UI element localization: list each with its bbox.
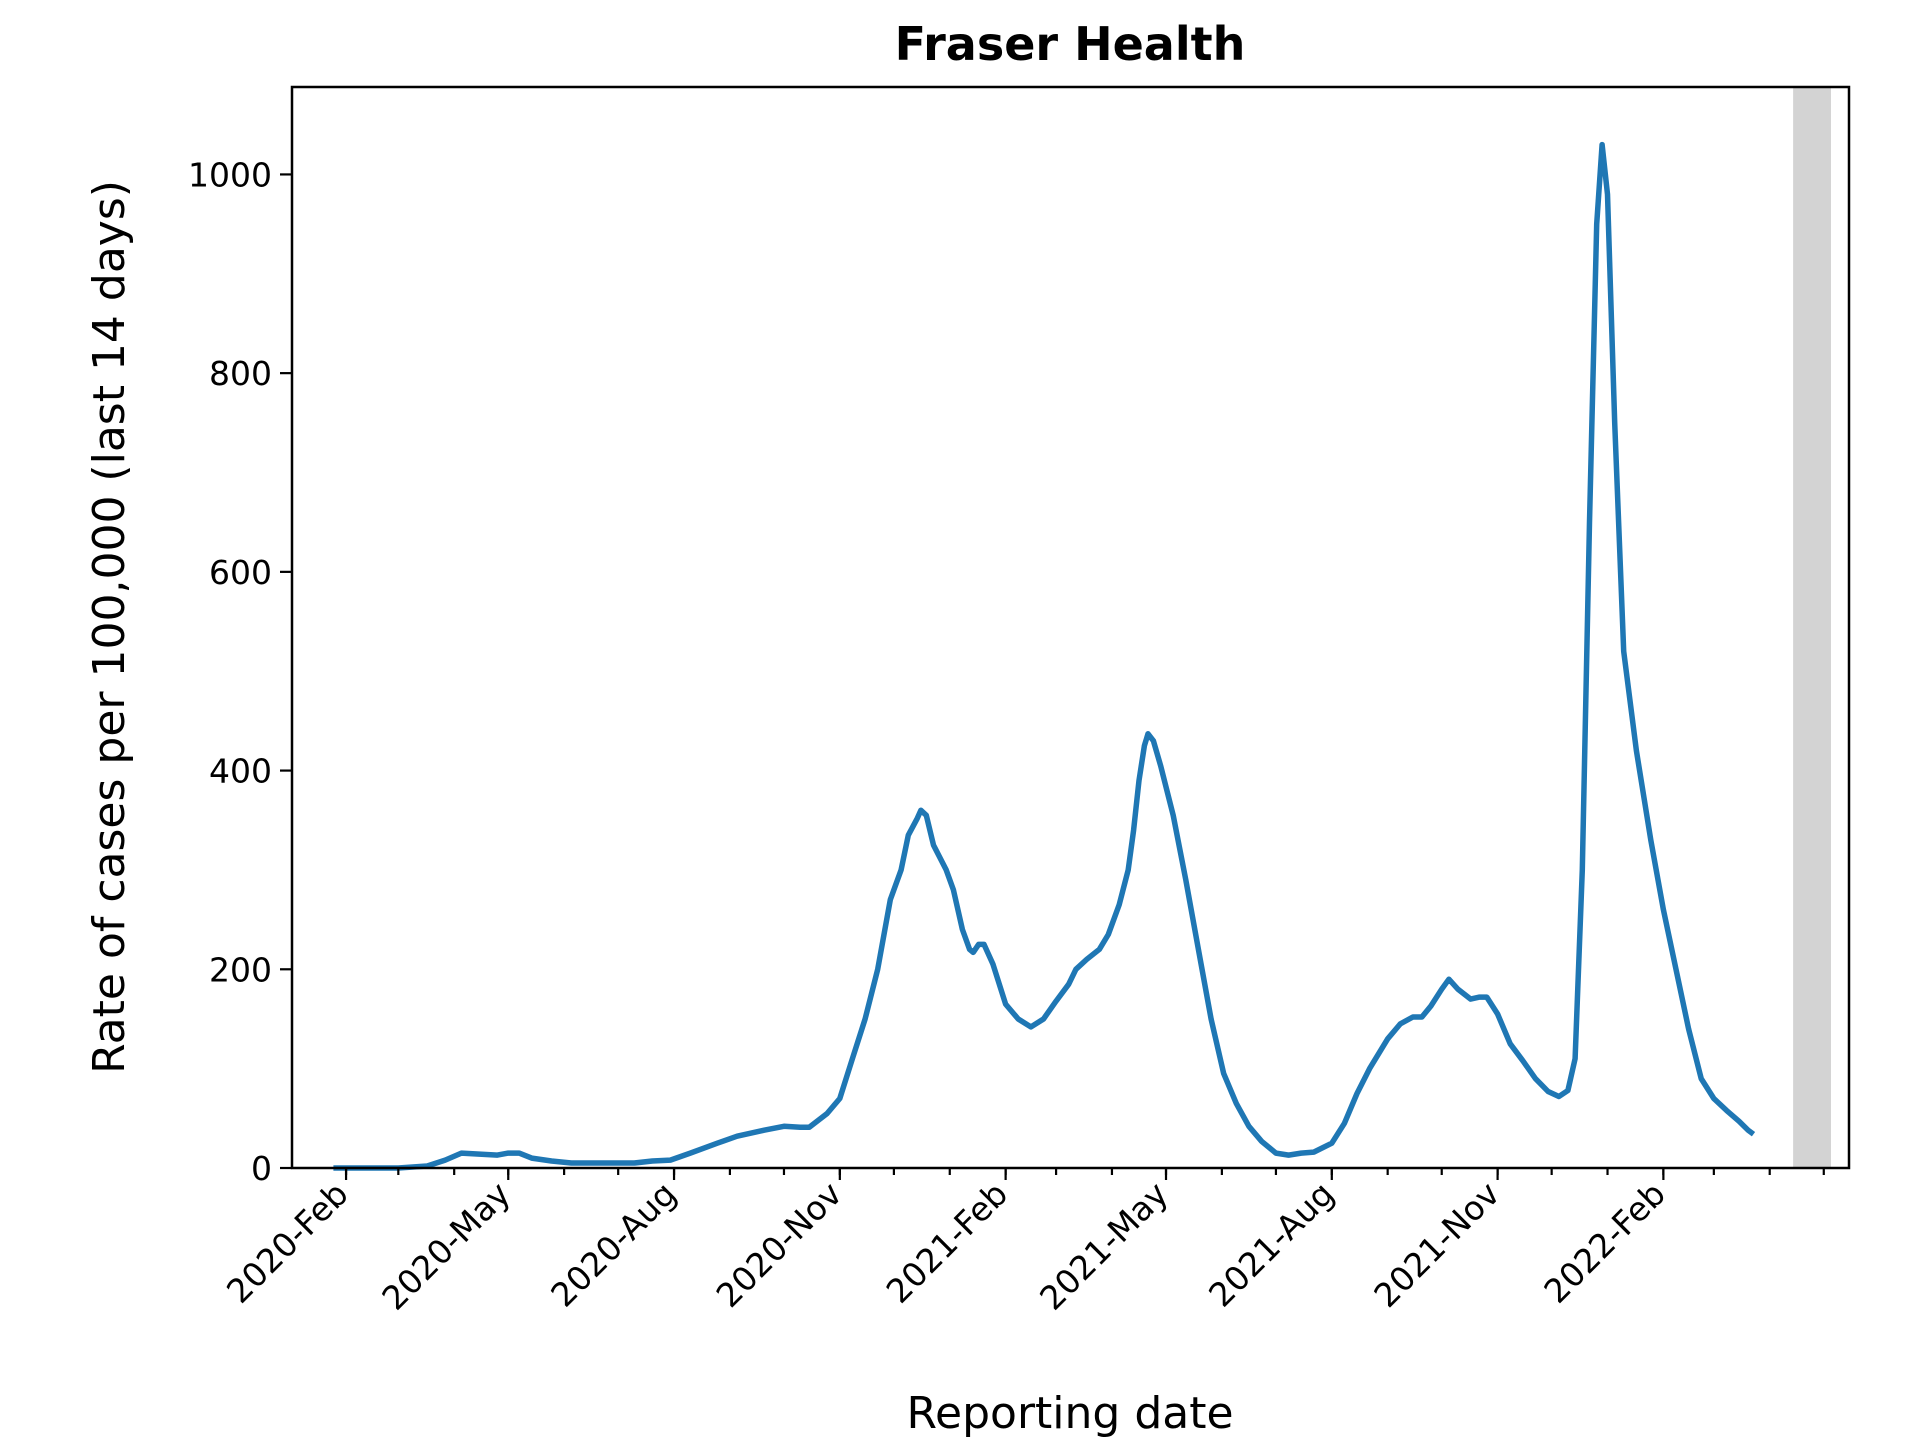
shaded-region — [1793, 87, 1831, 1168]
plot-frame — [290, 85, 1851, 1170]
y-axis-label: Rate of cases per 100,000 (last 14 days) — [84, 180, 135, 1074]
chart-title: Fraser Health — [895, 17, 1246, 71]
x-tick-label: 2020-May — [374, 1174, 518, 1318]
x-tick-label: 2021-Feb — [879, 1174, 1016, 1311]
series-line-0 — [333, 141, 1756, 1171]
series-layer — [333, 141, 1756, 1171]
y-tick-label: 800 — [209, 354, 272, 393]
y-tick-label: 200 — [209, 950, 272, 989]
y-tick-label: 0 — [251, 1149, 272, 1188]
shaded-region-layer — [1793, 87, 1831, 1168]
x-tick-label: 2020-Feb — [219, 1174, 356, 1311]
y-axis: 0 200 400 600 800 1000 — [188, 155, 292, 1188]
y-tick-label: 1000 — [188, 155, 272, 194]
y-tick-label: 600 — [209, 553, 272, 592]
x-tick-label: 2021-Nov — [1366, 1174, 1507, 1315]
x-tick-label: 2021-May — [1032, 1174, 1176, 1318]
x-tick-label: 2021-Aug — [1201, 1174, 1341, 1314]
x-tick-label: 2022-Feb — [1536, 1174, 1673, 1311]
x-axis: 2020-Feb 2020-May 2020-Aug 2020-Nov 2021-Feb… — [219, 1168, 1825, 1318]
x-tick-label: 2020-Aug — [543, 1174, 683, 1314]
x-axis-label: Reporting date — [906, 1388, 1233, 1439]
y-tick-label: 400 — [209, 752, 272, 791]
x-tick-label: 2020-Nov — [709, 1174, 850, 1315]
